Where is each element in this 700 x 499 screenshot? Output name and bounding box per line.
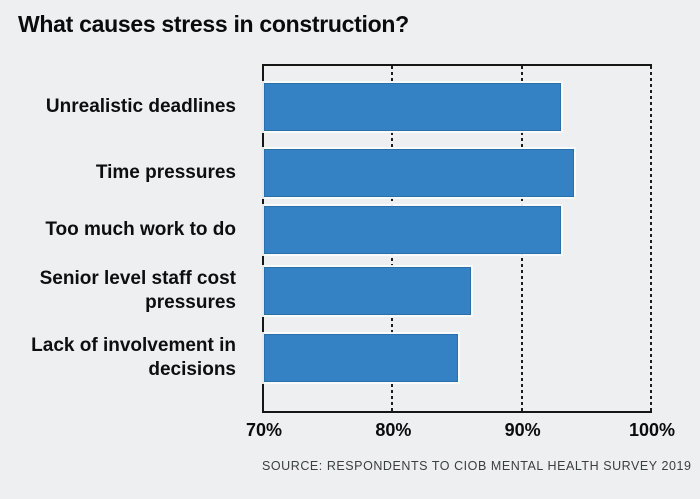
plot-area — [262, 64, 652, 413]
category-label-4: Senior level staff cost pressures — [39, 268, 236, 313]
x-tick-label-100: 100% — [628, 420, 676, 440]
bar-2 — [264, 149, 575, 197]
chart-title: What causes stress in construction? — [18, 11, 409, 37]
bar-3 — [264, 206, 562, 254]
category-label-column: Unrealistic deadlines Time pressures Too m… — [0, 0, 250, 499]
category-label-1: Unrealistic deadlines — [45, 96, 236, 117]
category-label-5: Lack of involvement in decisions — [31, 335, 236, 380]
x-axis: 70% 80% 90% 100% — [246, 420, 675, 444]
source-note: SOURCE: RESPONDENTS TO CIOB MENTAL HEALT… — [262, 459, 692, 473]
category-label-2: Time pressures — [95, 162, 236, 183]
bar-4 — [264, 267, 471, 315]
x-tick-label-90: 90% — [504, 420, 541, 440]
x-tick-label-70: 70% — [245, 420, 283, 440]
x-tick-label-80: 80% — [375, 420, 412, 440]
category-label-3: Too much work to do — [45, 219, 236, 240]
bar-5 — [264, 334, 458, 382]
gridline-100-percent — [650, 66, 652, 411]
bar-1 — [264, 83, 562, 131]
